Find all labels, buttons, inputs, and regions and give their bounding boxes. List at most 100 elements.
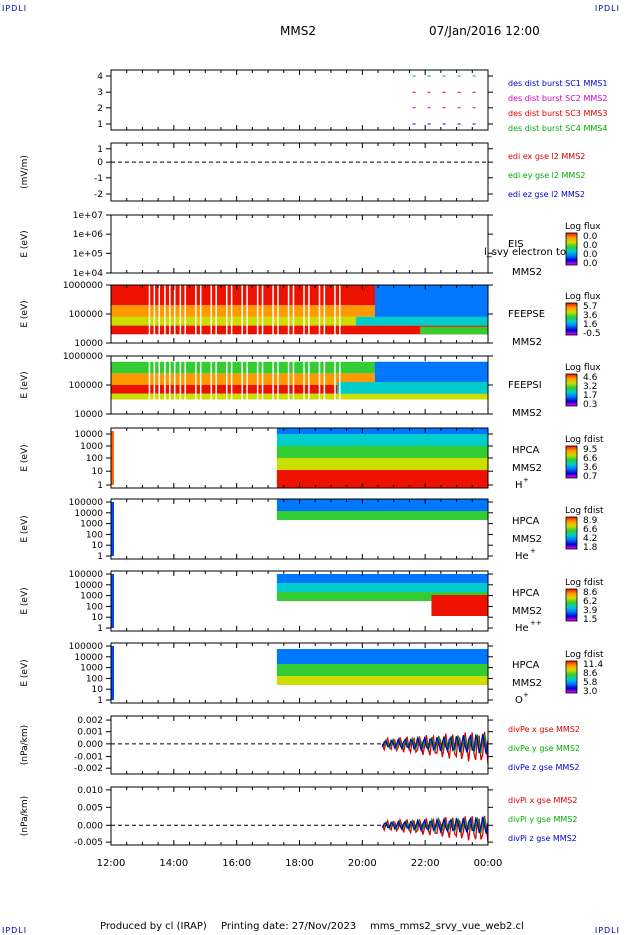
y-tick-label: 1000000 (63, 352, 103, 362)
legend-entry: divPe y gse MMS2 (508, 744, 580, 753)
data-gap (256, 356, 259, 414)
y-tick-label: 10000 (74, 339, 103, 349)
spectrogram-band (111, 325, 488, 335)
data-gap (158, 356, 161, 414)
species-label: He (515, 551, 529, 562)
y-tick-label: 0.005 (77, 803, 103, 813)
data-gap (215, 285, 217, 343)
species-label: O (515, 695, 523, 706)
data-gap (334, 356, 336, 414)
species-charge: + (530, 547, 536, 555)
colorbar-tick-label: 8.9 (583, 516, 598, 526)
species-charge: + (523, 691, 529, 699)
spectrogram-band (374, 285, 488, 317)
y-tick-label: 10000 (74, 410, 103, 420)
data-gap (241, 285, 243, 343)
data-gap (179, 356, 182, 414)
instrument-label: FEEPSE (508, 309, 545, 320)
instrument-label: EIS (508, 239, 524, 250)
spectrogram-band (276, 470, 488, 488)
edge-data (111, 646, 114, 700)
colorbar-tick-label: 1.8 (583, 543, 598, 553)
colorbar (565, 588, 578, 622)
spectrogram-band (276, 592, 488, 601)
spectrogram-band (111, 305, 488, 317)
data-gap (256, 285, 259, 343)
data-gap (272, 285, 274, 343)
colorbar-tick-label: 0.0 (583, 259, 598, 269)
y-tick-label: 4 (97, 72, 103, 82)
colorbar-title: Log flux (565, 292, 601, 302)
series-line (381, 731, 489, 764)
spectrogram-band (276, 658, 488, 664)
spectrogram-band (420, 326, 488, 335)
y-tick-label: 1 (97, 624, 103, 634)
colorbar-tick-label: 6.6 (583, 454, 598, 464)
colorbar-tick-label: 9.5 (583, 445, 597, 455)
data-gap (287, 356, 290, 414)
instrument-label: FEEPSI (508, 380, 542, 391)
y-tick-label: 100 (86, 602, 103, 612)
corner-label-bottom-right: IPDLI (594, 926, 620, 935)
colorbar-title: Log fdist (565, 435, 604, 445)
legend-entry: des dist burst SC4 MMS4 (508, 124, 607, 133)
y-axis-label: E (eV) (20, 515, 30, 542)
y-tick-label: -0.002 (74, 764, 103, 774)
colorbar-tick-label: 4.6 (583, 373, 598, 383)
colorbar-tick-label: 0.0 (583, 241, 598, 251)
legend-entry: edi ez gse l2 MMS2 (508, 190, 585, 199)
spectrogram-band (111, 316, 488, 326)
colorbar-tick-label: 1.5 (583, 615, 597, 625)
spectrogram-band (111, 373, 488, 385)
species-label: He (515, 623, 529, 634)
data-gap (158, 285, 161, 343)
spectrogram-band (276, 583, 488, 592)
legend-entry: divPe z gse MMS2 (508, 763, 579, 772)
species-charge: + (523, 476, 529, 484)
colorbar-title: Log fdist (565, 650, 604, 660)
y-tick-label: 1000 (80, 592, 103, 602)
species-charge: ++ (530, 619, 542, 627)
data-gap (280, 601, 394, 631)
colorbar-title: Log flux (565, 363, 601, 373)
x-tick-label: 14:00 (159, 858, 188, 869)
colorbar-tick-label: 6.2 (583, 597, 597, 607)
y-tick-label: 100000 (69, 498, 104, 508)
data-gap (261, 356, 264, 414)
y-axis-label: E (eV) (20, 659, 30, 686)
panel-frame (110, 142, 489, 202)
colorbar (565, 232, 578, 266)
colorbar-tick-label: 0.0 (583, 232, 598, 242)
data-gap (230, 285, 233, 343)
spacecraft-label: MMS2 (512, 267, 542, 278)
data-gap (184, 285, 187, 343)
footer-produced-by: Produced by cl (IRAP) (100, 921, 207, 932)
data-gap (153, 285, 156, 343)
colorbar-tick-label: 11.4 (583, 660, 603, 670)
colorbar-tick-label: 0.7 (583, 472, 597, 482)
data-gap (225, 285, 228, 343)
spectrogram-band (111, 385, 488, 394)
data-gap (199, 285, 202, 343)
footer-filename: mms_mms2_srvy_vue_web2.cl (370, 921, 524, 932)
y-tick-label: 10000 (74, 653, 103, 663)
y-tick-label: 1 (97, 145, 103, 155)
spacecraft-label: MMS2 (512, 408, 542, 419)
panel-5: 1000000 100000 10000 E (eV) FEEPSI MMS2 Log fl… (20, 352, 601, 420)
legend-entry: divPi z gse MMS2 (508, 834, 577, 843)
instrument-label: HPCA (512, 588, 540, 599)
spectrogram-band (337, 382, 488, 394)
instrument-label: HPCA (512, 516, 540, 527)
spectrogram-band (374, 361, 488, 383)
spectrogram-band (276, 428, 488, 434)
spectrogram-band (276, 664, 488, 676)
y-tick-label: 100 (86, 454, 103, 464)
y-tick-label: 10000 (74, 581, 103, 591)
series-line (381, 733, 489, 755)
y-tick-label: 1 (97, 481, 103, 491)
data-gap (339, 285, 341, 343)
colorbar-tick-label: 0.0 (583, 250, 598, 260)
data-gap (287, 285, 290, 343)
